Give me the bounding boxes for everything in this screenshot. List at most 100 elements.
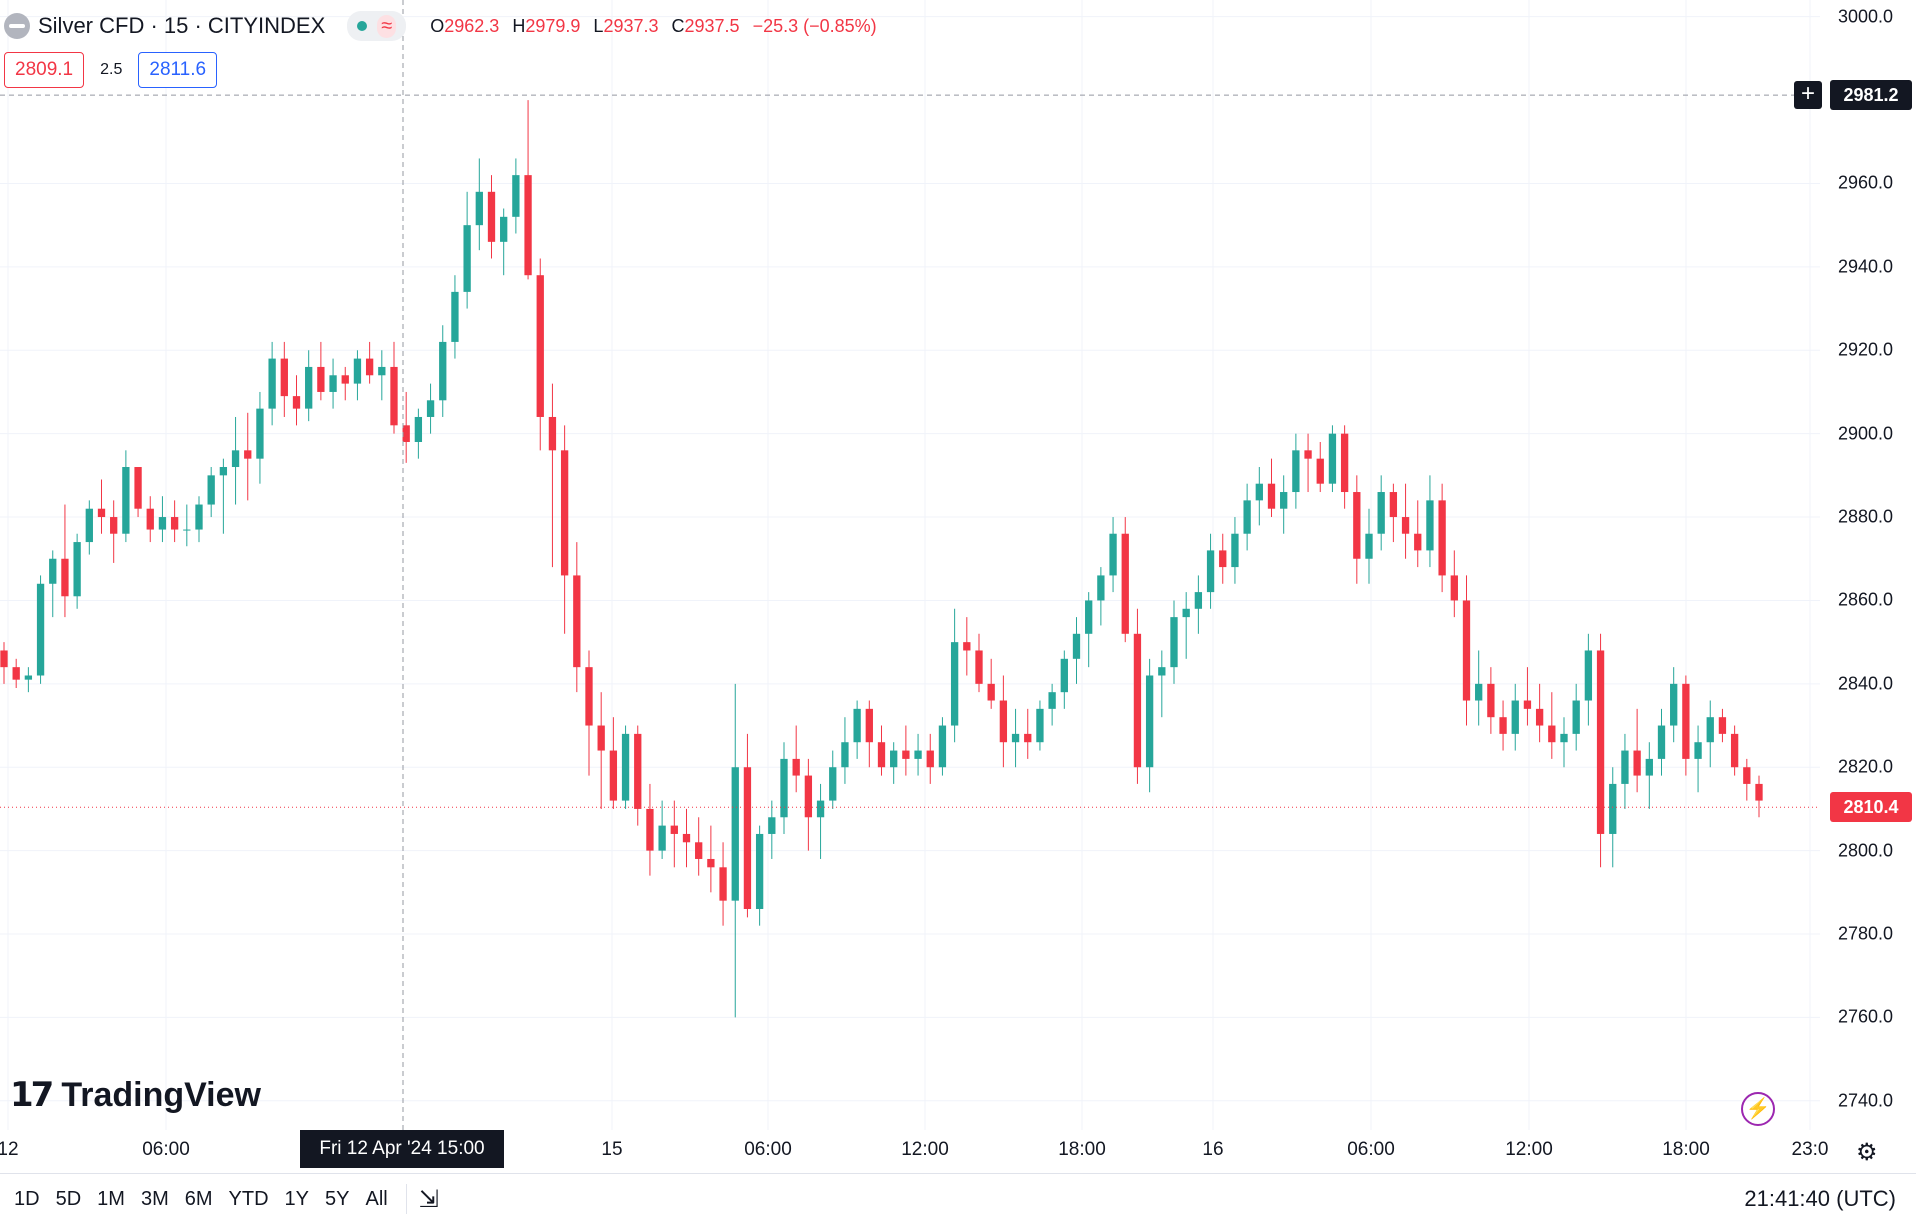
range-button-1d[interactable]: 1D	[14, 1187, 40, 1210]
tradingview-mark-icon: 17	[10, 1075, 54, 1115]
range-button-6m[interactable]: 6M	[184, 1187, 213, 1210]
down-candle	[1133, 608, 1142, 784]
candle-body	[780, 758, 788, 818]
up-candle	[512, 158, 520, 234]
utc-clock[interactable]: 21:41:40 (UTC)	[1744, 1186, 1896, 1211]
up-candle	[1694, 725, 1702, 793]
down-candle	[792, 725, 800, 793]
candle-body	[1231, 533, 1239, 568]
up-candle	[1231, 517, 1239, 584]
candle-body	[1401, 517, 1410, 534]
range-button-5d[interactable]: 5D	[55, 1187, 82, 1210]
bolt-icon[interactable]: ⚡	[1741, 1092, 1775, 1126]
candle-body	[682, 833, 691, 843]
price-tick-label: 3000.0	[1838, 6, 1894, 27]
up-candle	[1255, 467, 1263, 526]
candle-body	[268, 358, 276, 409]
chart-grid	[0, 0, 1820, 1130]
candle-body	[1670, 683, 1678, 726]
sell-price-button[interactable]: 2809.1	[4, 52, 85, 88]
down-candle	[341, 366, 349, 401]
down-candle	[682, 808, 691, 868]
buy-price-button[interactable]: 2811.6	[138, 52, 218, 88]
down-candle	[0, 642, 8, 684]
down-candle	[597, 692, 605, 809]
candle-body	[231, 450, 240, 468]
down-candle	[1438, 483, 1446, 593]
ohlc-values: O2962.3 H2979.9 L2937.3 C2937.5 −25.3 (−…	[422, 16, 876, 37]
high-value: 2979.9	[525, 15, 581, 36]
candle-body	[1414, 533, 1422, 551]
candle-body	[1560, 733, 1568, 743]
up-candle	[158, 496, 167, 543]
axis-settings-icon[interactable]: ⚙	[1856, 1139, 1878, 1166]
range-button-3m[interactable]: 3M	[140, 1187, 169, 1210]
candle-body	[244, 450, 252, 459]
up-candle	[85, 500, 93, 555]
time-tick-label: 06:00	[1347, 1139, 1395, 1160]
up-candle	[353, 350, 362, 401]
down-candle	[365, 341, 374, 384]
tradingview-logo[interactable]: 17 TradingView	[10, 1075, 261, 1115]
time-axis[interactable]: 12 06:00 15 06:00 12:00 18:00 16 06:00 12:00 18:0…	[0, 1131, 1828, 1167]
candle-body	[1353, 492, 1361, 559]
down-candle	[1633, 708, 1641, 793]
price-chart[interactable]	[0, 0, 1916, 1130]
candle-body	[305, 366, 313, 409]
candle-body	[1694, 742, 1702, 759]
price-tick-label: 2760.0	[1838, 1006, 1894, 1027]
add-alert-icon[interactable]: +	[1794, 81, 1822, 110]
range-button-1m[interactable]: 1M	[97, 1187, 125, 1210]
candle-body	[329, 375, 337, 392]
candle-body	[1450, 575, 1458, 601]
up-candle	[1109, 517, 1117, 593]
candle-body	[1280, 492, 1288, 509]
up-candle	[414, 408, 423, 459]
price-axis[interactable]: 3000.0 2960.0 2940.0 2920.0 2900.0 2880.0 2860…	[1826, 0, 1916, 1130]
up-candle	[1292, 433, 1300, 509]
up-candle	[816, 783, 825, 859]
candle-body	[1085, 600, 1093, 634]
down-candle	[487, 175, 496, 259]
candle-body	[743, 767, 752, 910]
candle-body	[110, 517, 118, 534]
down-candle	[743, 733, 752, 918]
candle-body	[621, 733, 630, 801]
down-candle	[1535, 683, 1544, 743]
range-button-all[interactable]: All	[365, 1187, 388, 1210]
up-candle	[36, 575, 45, 684]
up-candle	[731, 683, 739, 1018]
price-tick-label: 2780.0	[1838, 923, 1894, 944]
candle-body	[426, 400, 435, 417]
candle-body	[816, 800, 825, 818]
candle-body	[914, 750, 922, 759]
down-candle	[1340, 425, 1349, 509]
up-candle	[1060, 650, 1068, 709]
up-candle	[1657, 708, 1666, 776]
up-candle	[1170, 600, 1178, 684]
candle-body	[1024, 733, 1032, 743]
range-button-ytd[interactable]: YTD	[228, 1187, 269, 1210]
candle-body	[804, 775, 813, 818]
candle-body	[548, 416, 557, 451]
candle-body	[609, 750, 618, 801]
up-candle	[1182, 592, 1190, 659]
candle-body	[841, 742, 849, 768]
market-open-dot-icon	[357, 21, 368, 31]
range-button-1y[interactable]: 1Y	[284, 1187, 310, 1210]
up-candle	[829, 750, 837, 809]
goto-date-icon[interactable]: ⇲	[418, 1185, 439, 1213]
up-candle	[1511, 683, 1519, 751]
market-status-pill[interactable]: ≈	[347, 11, 407, 41]
candle-body	[1060, 658, 1068, 693]
up-candle	[207, 467, 215, 518]
down-candle	[402, 391, 410, 463]
down-candle	[707, 825, 715, 893]
candle-body	[365, 358, 374, 376]
down-candle	[646, 783, 654, 876]
range-button-5y[interactable]: 5Y	[325, 1187, 350, 1210]
symbol-title[interactable]: Silver CFD · 15 · CITYINDEX	[38, 13, 326, 38]
down-candle	[1487, 667, 1495, 734]
up-candle	[475, 158, 483, 251]
down-candle	[560, 425, 569, 634]
